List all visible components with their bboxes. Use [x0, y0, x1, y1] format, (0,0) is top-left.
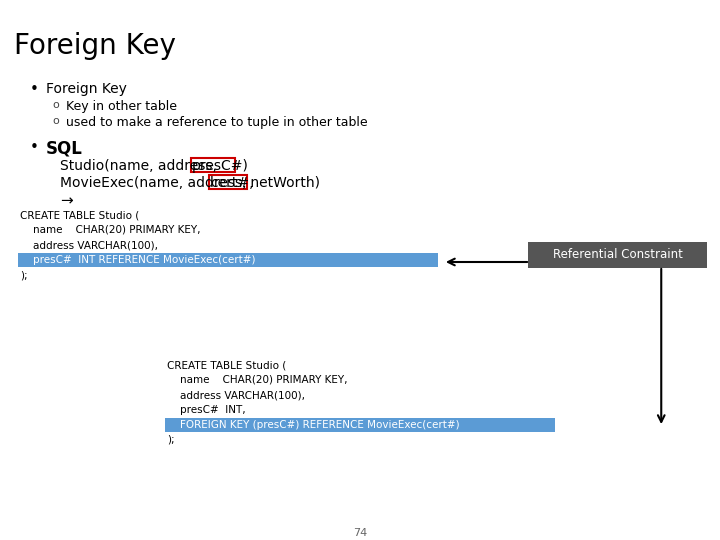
Text: presC#): presC#) — [192, 159, 249, 173]
Text: name    CHAR(20) PRIMARY KEY,: name CHAR(20) PRIMARY KEY, — [20, 225, 200, 235]
Text: CREATE TABLE Studio (: CREATE TABLE Studio ( — [167, 360, 287, 370]
Text: o: o — [52, 100, 59, 110]
Text: →: → — [60, 193, 73, 208]
Text: );: ); — [167, 435, 175, 445]
Text: );: ); — [20, 270, 27, 280]
Text: Foreign Key: Foreign Key — [14, 32, 176, 60]
Text: CREATE TABLE Studio (: CREATE TABLE Studio ( — [20, 210, 139, 220]
Text: presC#  INT REFERENCE MovieExec(cert#): presC# INT REFERENCE MovieExec(cert#) — [20, 255, 256, 265]
Text: o: o — [52, 116, 59, 126]
Text: netWorth): netWorth) — [246, 176, 320, 190]
Text: SQL: SQL — [46, 140, 83, 158]
Text: •: • — [30, 82, 39, 97]
Text: used to make a reference to tuple in other table: used to make a reference to tuple in oth… — [66, 116, 368, 129]
Text: name    CHAR(20) PRIMARY KEY,: name CHAR(20) PRIMARY KEY, — [167, 375, 348, 385]
Text: 74: 74 — [353, 528, 367, 538]
Text: address VARCHAR(100),: address VARCHAR(100), — [167, 390, 305, 400]
Text: Referential Constraint: Referential Constraint — [552, 248, 683, 261]
Text: Key in other table: Key in other table — [66, 100, 177, 113]
Text: •: • — [30, 140, 39, 155]
Text: address VARCHAR(100),: address VARCHAR(100), — [20, 240, 158, 250]
Text: Foreign Key: Foreign Key — [46, 82, 127, 96]
FancyBboxPatch shape — [528, 242, 707, 268]
Text: MovieExec(name, address,: MovieExec(name, address, — [60, 176, 251, 190]
Text: Studio(name, address,: Studio(name, address, — [60, 159, 221, 173]
FancyBboxPatch shape — [165, 418, 555, 432]
FancyBboxPatch shape — [18, 253, 438, 267]
Text: cert#,: cert#, — [210, 176, 253, 190]
Text: FOREIGN KEY (presC#) REFERENCE MovieExec(cert#): FOREIGN KEY (presC#) REFERENCE MovieExec… — [167, 420, 459, 430]
Text: presC#  INT,: presC# INT, — [167, 405, 246, 415]
